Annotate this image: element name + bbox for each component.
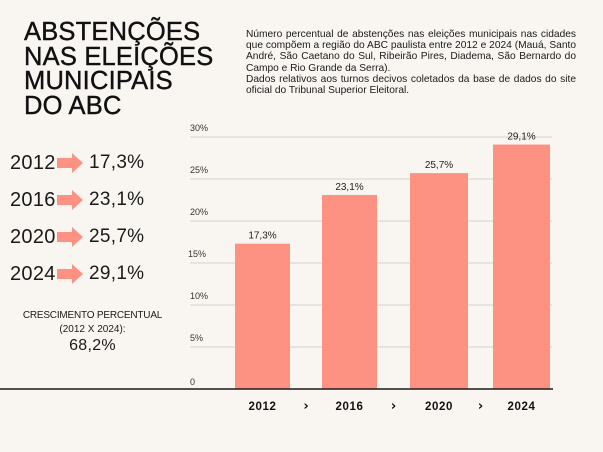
summary-row: 2024 29,1% xyxy=(10,259,185,289)
title-line: NAS ELEIÇÕES xyxy=(24,42,214,71)
summary-value: 17,3% xyxy=(89,152,145,173)
summary-year: 2024 xyxy=(10,262,56,285)
growth-value: 68,2% xyxy=(69,337,116,354)
title-line: ABSTENÇÕES xyxy=(24,18,201,46)
summary-value: 29,1% xyxy=(89,263,145,284)
bar xyxy=(493,144,550,389)
description-paragraph: Número percentual de abstenções nas elei… xyxy=(246,29,576,74)
right-arrow-icon xyxy=(57,190,83,210)
right-arrow-icon xyxy=(57,264,83,284)
category-separator-icon: › xyxy=(391,399,396,414)
bar xyxy=(410,173,468,389)
data-label: 17,3% xyxy=(248,231,276,242)
y-tick-label: 30% xyxy=(190,123,208,133)
category-separator-icon: › xyxy=(478,399,483,414)
title-line: MUNICIPAIS xyxy=(24,67,173,95)
y-tick-label: 0 xyxy=(190,377,195,387)
category-separator-icon: › xyxy=(303,399,308,414)
summary-year: 2016 xyxy=(10,188,56,211)
right-arrow-icon xyxy=(57,227,83,247)
summary-year: 2020 xyxy=(10,225,56,248)
bar xyxy=(235,243,290,389)
y-tick-label: 5% xyxy=(190,333,203,343)
x-tick-label: 2020 xyxy=(425,401,453,413)
y-tick-label: 25% xyxy=(190,165,208,175)
summary-value: 25,7% xyxy=(89,226,145,247)
bar xyxy=(322,194,377,389)
growth-label: CRESCIMENTO PERCENTUAL xyxy=(22,310,163,321)
data-label: 29,1% xyxy=(507,132,535,143)
summary-year: 2012 xyxy=(10,151,56,174)
y-tick-label: 10% xyxy=(190,291,208,301)
growth-period: (2012 X 2024): xyxy=(59,324,126,335)
x-tick-label: 2024 xyxy=(508,401,536,413)
data-label: 25,7% xyxy=(425,160,453,171)
right-arrow-icon xyxy=(57,153,83,173)
summary-value: 23,1% xyxy=(89,189,145,210)
summary-row: 2020 25,7% xyxy=(10,222,185,252)
growth-summary: CRESCIMENTO PERCENTUAL (2012 X 2024): 68… xyxy=(0,310,185,355)
x-tick-label: 2016 xyxy=(336,401,364,413)
description: Número percentual de abstenções nas elei… xyxy=(246,29,576,96)
summary-row: 2012 17,3% xyxy=(10,148,185,178)
data-label: 23,1% xyxy=(335,182,363,193)
y-tick-label: 20% xyxy=(190,207,208,217)
page-title: ABSTENÇÕES NAS ELEIÇÕES MUNICIPAIS DO AB… xyxy=(24,18,244,120)
y-tick-label: 15% xyxy=(188,249,206,259)
summary-row: 2016 23,1% xyxy=(10,185,185,215)
description-paragraph: Dados relativos aos turnos decivos colet… xyxy=(246,73,576,97)
title-line: DO ABC xyxy=(24,91,122,120)
x-tick-label: 2012 xyxy=(249,401,277,413)
